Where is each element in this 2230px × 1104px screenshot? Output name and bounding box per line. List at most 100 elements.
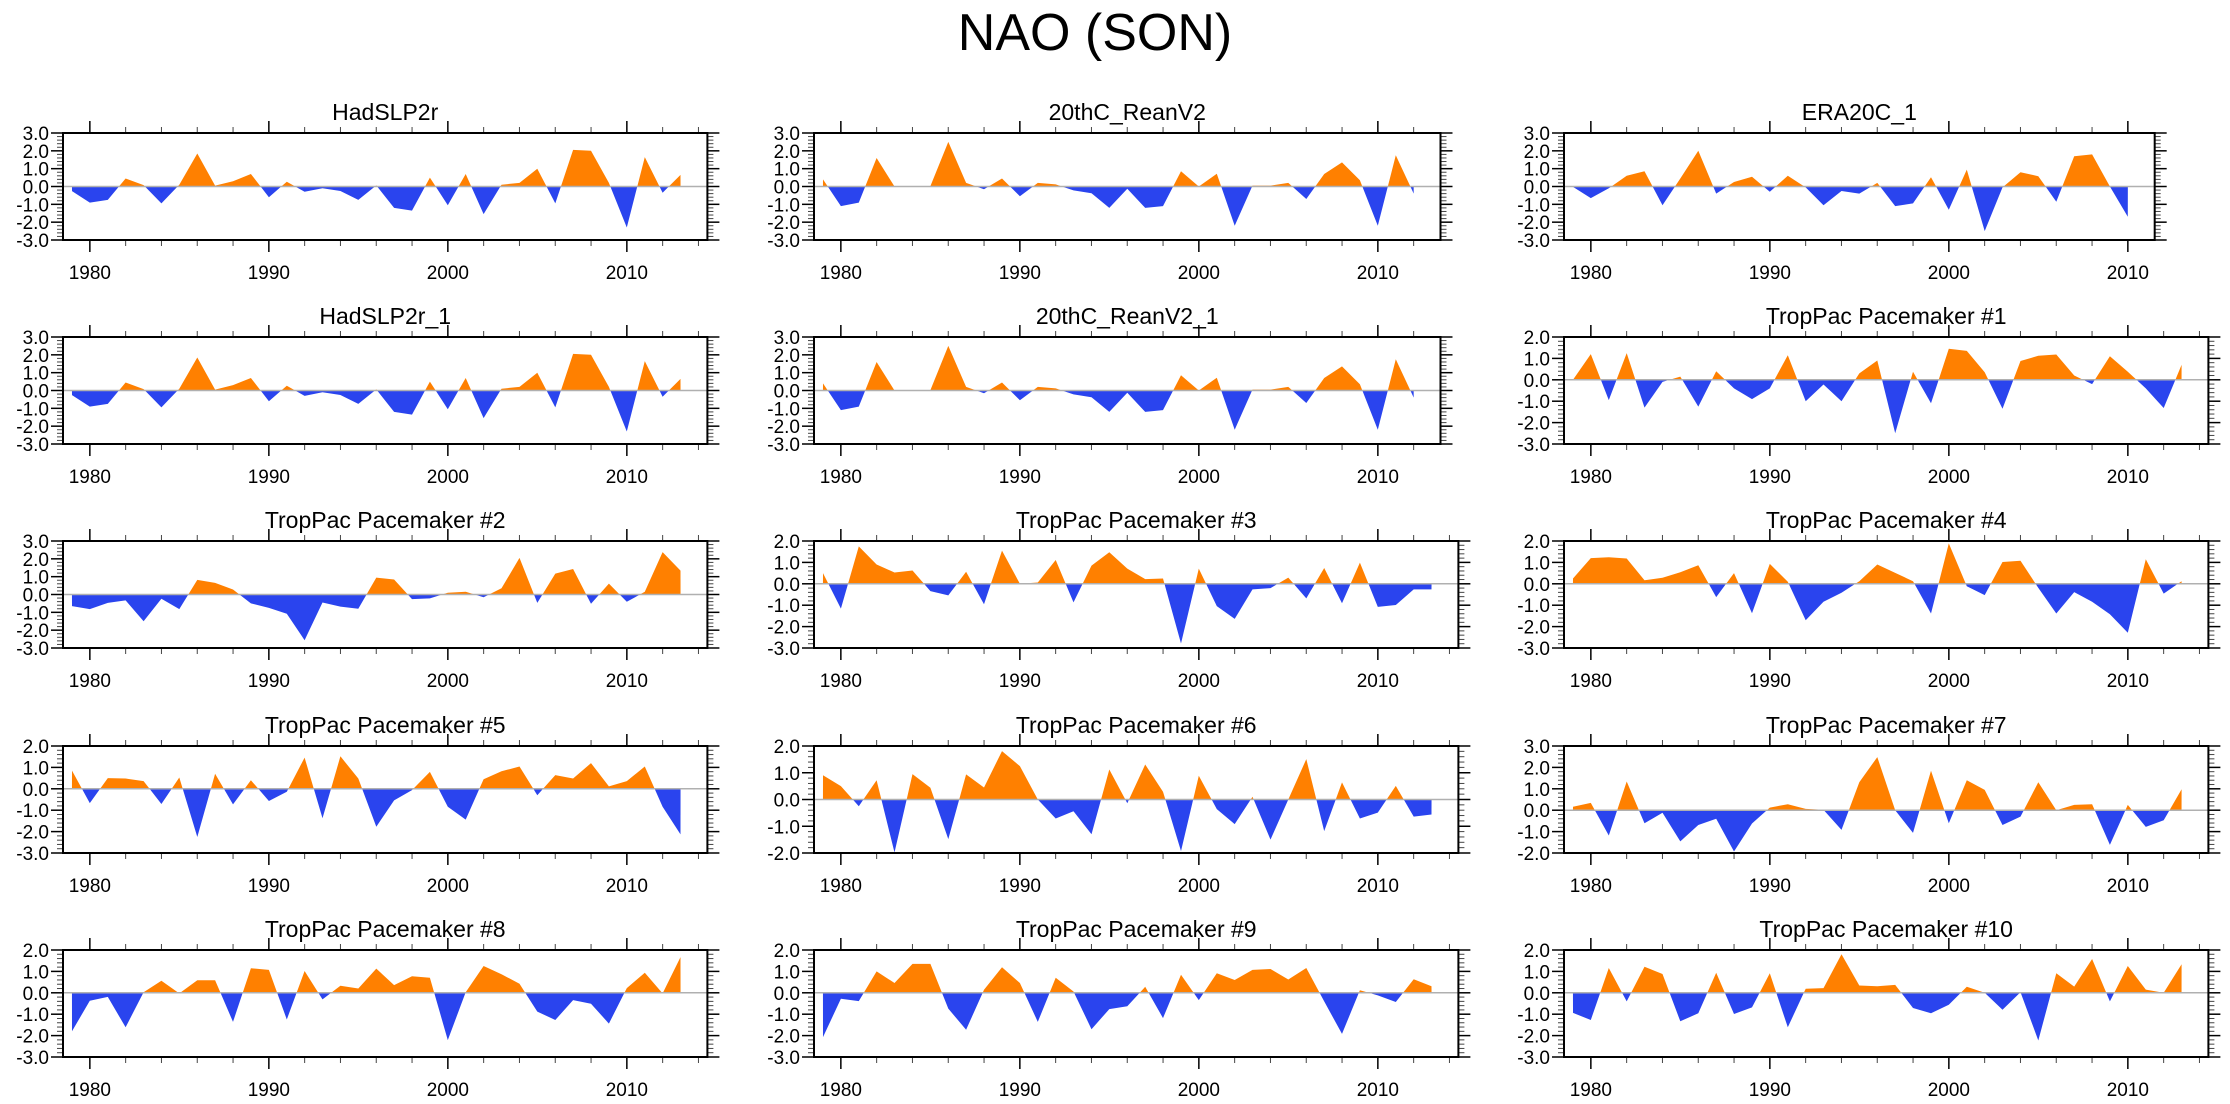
x-tick-label: 2000 <box>1178 1080 1220 1101</box>
x-tick-label: 2010 <box>1357 671 1399 692</box>
x-tick-label: 1980 <box>1570 467 1612 488</box>
y-tick-label: -2.0 <box>16 823 49 844</box>
x-tick-label: 2000 <box>427 1080 469 1101</box>
x-tick-label: 1990 <box>999 467 1041 488</box>
y-tick-label: -2.0 <box>767 417 800 438</box>
positive-area <box>71 353 681 391</box>
y-tick-label: -1.0 <box>16 801 49 822</box>
negative-area <box>822 992 1432 1038</box>
x-tick-label: 2000 <box>427 467 469 488</box>
y-tick-label: -2.0 <box>767 213 800 234</box>
panel-15: TropPac Pacemaker #10 1980 1990 2000 2010 2.0… <box>1517 916 2221 1101</box>
x-tick-label: 1980 <box>69 671 111 692</box>
positive-area <box>71 756 655 789</box>
y-tick-label: -2.0 <box>1517 844 1550 865</box>
y-tick-label: -1.0 <box>767 596 800 617</box>
panel-title: TropPac Pacemaker #3 <box>1016 507 1257 533</box>
y-tick-label: -1.0 <box>1517 596 1550 617</box>
plot-frame <box>813 949 1460 1058</box>
y-tick-label: -3.0 <box>1517 231 1550 252</box>
y-tick-label: 3.0 <box>774 328 800 349</box>
y-tick-label: 2.0 <box>1524 941 1550 962</box>
x-tick-label: 2000 <box>1928 671 1970 692</box>
y-tick-label: 0.0 <box>774 178 800 199</box>
y-tick-label: 2.0 <box>23 142 49 163</box>
y-tick-label: 2.0 <box>23 550 49 571</box>
positive-area <box>71 552 681 595</box>
y-tick-label: -1.0 <box>16 399 49 420</box>
x-tick-label: 1990 <box>1749 671 1791 692</box>
x-tick-label: 2010 <box>606 1080 648 1101</box>
panel-1: HadSLP2r 1980 1990 2000 2010 3.02.01.00.0-1.0… <box>16 99 720 284</box>
plot-frame <box>1563 132 2156 241</box>
plot-frame <box>62 132 709 241</box>
y-tick-label: 0.0 <box>1524 178 1550 199</box>
y-tick-label: 0.0 <box>1524 801 1550 822</box>
y-tick-label: 0.0 <box>23 178 49 199</box>
y-tick-label: 1.0 <box>23 160 49 181</box>
y-tick-label: -3.0 <box>767 231 800 252</box>
y-tick-label: -3.0 <box>16 1048 49 1069</box>
plot-frame <box>813 745 1460 854</box>
y-tick-label: -3.0 <box>16 639 49 660</box>
x-tick-label: 2010 <box>1357 1080 1399 1101</box>
y-tick-label: 2.0 <box>23 737 49 758</box>
y-tick-label: -2.0 <box>1517 213 1550 234</box>
plot-frame <box>813 336 1442 445</box>
negative-area <box>71 594 681 641</box>
panel-title: TropPac Pacemaker #6 <box>1016 712 1257 738</box>
x-tick-label: 1980 <box>820 1080 862 1101</box>
x-tick-label: 1980 <box>69 1080 111 1101</box>
y-tick-label: -2.0 <box>16 417 49 438</box>
positive-area <box>1573 348 2182 380</box>
y-tick-label: -1.0 <box>767 195 800 216</box>
y-tick-label: 1.0 <box>23 962 49 983</box>
y-tick-label: 2.0 <box>774 142 800 163</box>
y-tick-label: 1.0 <box>1524 160 1550 181</box>
positive-area <box>1600 954 2182 993</box>
y-tick-label: 1.0 <box>23 758 49 779</box>
x-tick-label: 1980 <box>1570 671 1612 692</box>
y-tick-label: -2.0 <box>767 618 800 639</box>
y-tick-label: -3.0 <box>767 435 800 456</box>
panel-8: TropPac Pacemaker #3 1980 1990 2000 2010 2.01… <box>767 507 1471 692</box>
y-tick-label: 2.0 <box>774 532 800 553</box>
negative-area <box>822 583 1432 644</box>
x-tick-label: 1990 <box>248 467 290 488</box>
x-tick-label: 2000 <box>1178 876 1220 897</box>
panel-3: ERA20C_1 1980 1990 2000 2010 3.02.01.00.0-1.0… <box>1517 99 2167 284</box>
negative-area <box>822 186 1414 226</box>
y-tick-label: 3.0 <box>23 532 49 553</box>
y-tick-label: -1.0 <box>16 1005 49 1026</box>
y-tick-label: -3.0 <box>16 844 49 865</box>
negative-area <box>71 992 681 1041</box>
x-tick-label: 1980 <box>69 263 111 284</box>
plot-frame <box>62 949 709 1058</box>
y-tick-label: 0.0 <box>774 984 800 1005</box>
x-tick-label: 1990 <box>1749 876 1791 897</box>
y-tick-label: -3.0 <box>16 435 49 456</box>
plot-frame <box>1563 336 2210 445</box>
y-tick-label: -1.0 <box>1517 195 1550 216</box>
y-tick-label: -1.0 <box>16 603 49 624</box>
panel-title: ERA20C_1 <box>1802 99 1917 125</box>
y-tick-label: 2.0 <box>23 346 49 367</box>
plot-frame <box>813 132 1442 241</box>
y-tick-label: 2.0 <box>1524 328 1550 349</box>
negative-area <box>71 186 681 228</box>
figure-title: NAO (SON) <box>958 4 1232 62</box>
positive-area <box>1572 150 2128 187</box>
y-tick-label: 1.0 <box>1524 349 1550 370</box>
panel-title: 20thC_ReanV2_1 <box>1036 303 1219 329</box>
panel-title: TropPac Pacemaker #2 <box>265 507 506 533</box>
positive-area <box>71 149 681 187</box>
x-tick-label: 2000 <box>1178 467 1220 488</box>
negative-area <box>822 390 1414 430</box>
y-tick-label: -1.0 <box>767 399 800 420</box>
x-tick-label: 2000 <box>427 671 469 692</box>
x-tick-label: 2010 <box>2107 1080 2149 1101</box>
panel-4: HadSLP2r_1 1980 1990 2000 2010 3.02.01.00.0-1… <box>16 303 720 488</box>
panel-title: TropPac Pacemaker #1 <box>1766 303 2007 329</box>
x-tick-label: 2010 <box>2107 876 2149 897</box>
